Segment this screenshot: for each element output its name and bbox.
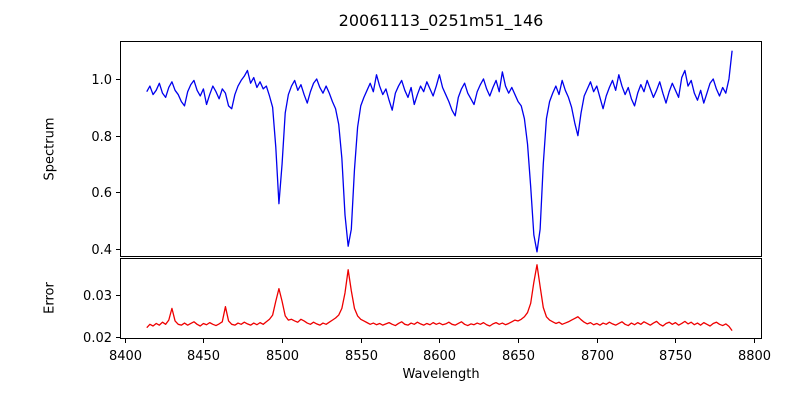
spectrum-y-tick-label: 0.8 (91, 130, 112, 145)
spectrum-y-tick-label: 0.4 (91, 243, 112, 258)
x-tick-label: 8700 (581, 349, 614, 364)
chart-title: 20061113_0251m51_146 (338, 11, 544, 30)
spectrum-axes-frame (120, 41, 762, 257)
x-tick-label: 8800 (738, 349, 771, 364)
x-tick-label: 8550 (345, 349, 378, 364)
x-tick-label: 8750 (659, 349, 692, 364)
error-y-tick-label: 0.02 (83, 331, 112, 346)
spectrum-y-tick-label: 1.0 (91, 73, 112, 88)
x-axis-label: Wavelength (402, 367, 480, 382)
x-tick-label: 8650 (502, 349, 535, 364)
x-tick-label: 8600 (423, 349, 456, 364)
x-tick-label: 8500 (266, 349, 299, 364)
spectrum-y-tick-label: 0.6 (91, 186, 112, 201)
x-tick-label: 8400 (109, 349, 142, 364)
error-line (146, 264, 733, 331)
error-axes-frame (120, 258, 762, 339)
spectrum-line (146, 50, 733, 253)
error-y-tick-label: 0.03 (83, 289, 112, 304)
x-tick-label: 8450 (187, 349, 220, 364)
